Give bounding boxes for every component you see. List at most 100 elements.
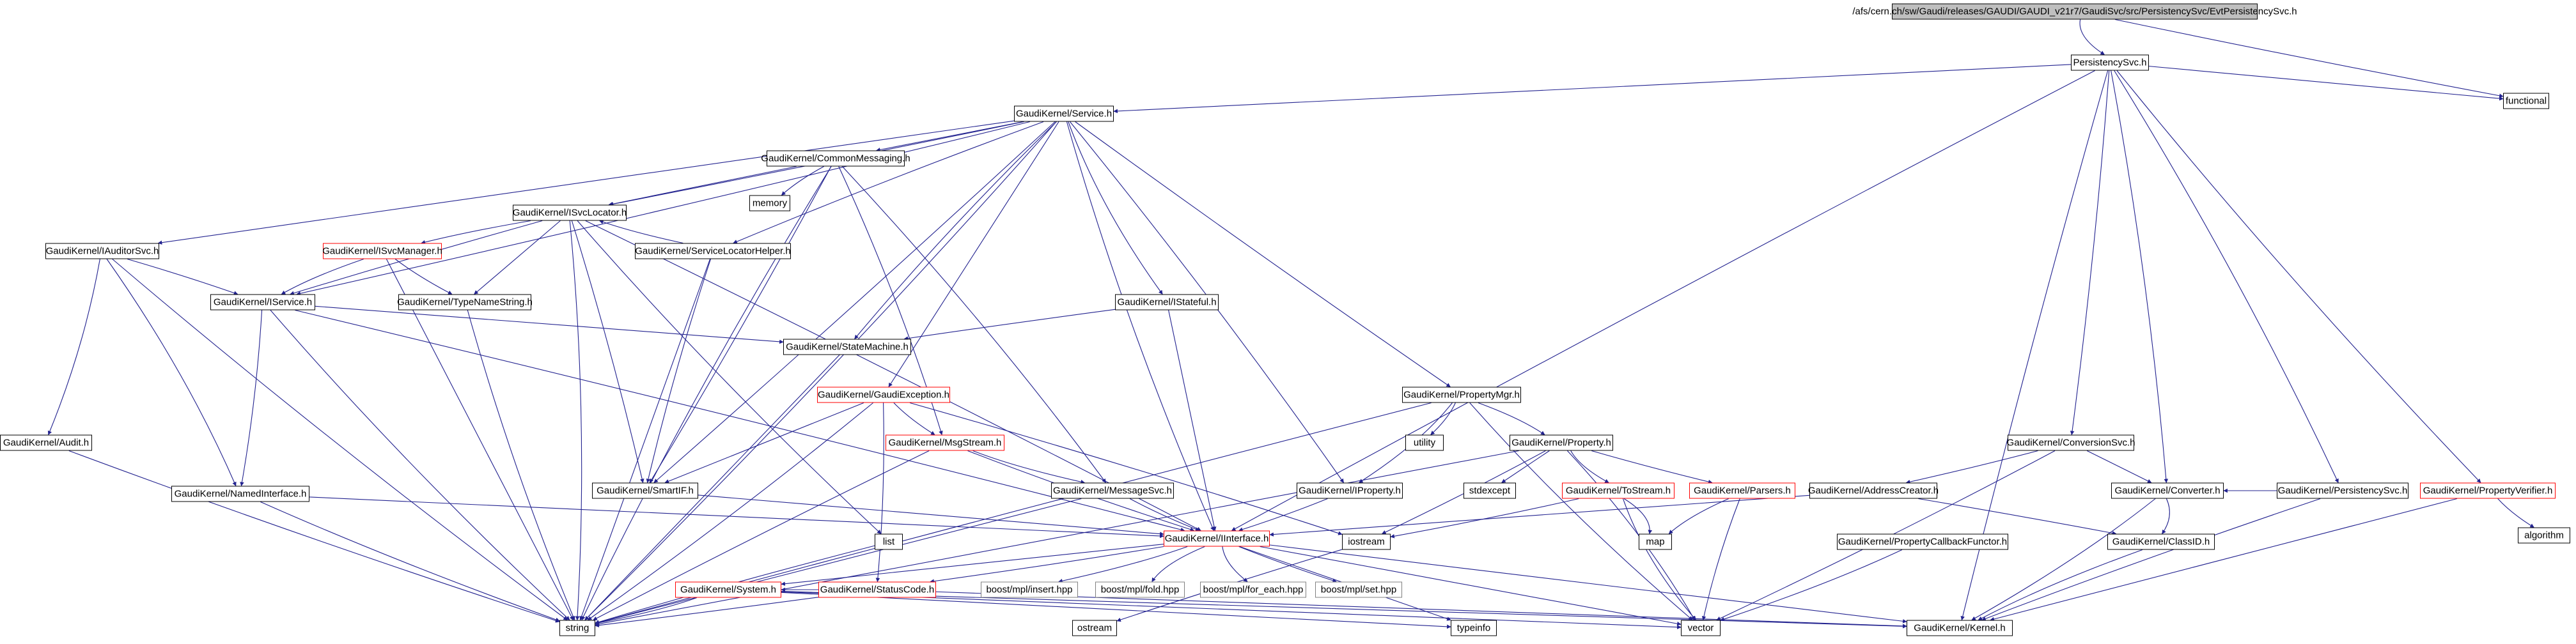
graph-edge (1151, 546, 1205, 583)
graph-edge (587, 402, 873, 620)
graph-edge (1231, 70, 2095, 531)
graph-edge (2079, 19, 2105, 55)
graph-node-statemachine[interactable]: GaudiKernel/StateMachine.h (783, 339, 911, 355)
graph-node-commonmessaging[interactable]: GaudiKernel/CommonMessaging.h (761, 150, 910, 167)
graph-edge (930, 546, 1164, 583)
graph-node-converter[interactable]: GaudiKernel/Converter.h (2111, 482, 2224, 499)
graph-node-ostream[interactable]: ostream (1072, 620, 1117, 636)
graph-edge (394, 259, 453, 295)
graph-edge (646, 259, 711, 484)
graph-edge (935, 591, 1907, 629)
graph-node-vector[interactable]: vector (1681, 620, 1721, 636)
graph-node-addresscreator[interactable]: GaudiKernel/AddressCreator.h (1808, 482, 1939, 499)
graph-node-smartif[interactable]: GaudiKernel/SmartIF.h (592, 482, 698, 499)
graph-edge (112, 259, 568, 620)
graph-node-audit_h[interactable]: GaudiKernel/Audit.h (0, 434, 92, 451)
graph-edge (888, 121, 1059, 388)
graph-node-map[interactable]: map (1639, 533, 1672, 550)
graph-node-string[interactable]: string (559, 620, 595, 636)
graph-node-typeinfo[interactable]: typeinfo (1451, 620, 1497, 636)
graph-edge (569, 220, 582, 621)
graph-node-mpl_fold[interactable]: boost/mpl/fold.hpp (1095, 581, 1185, 598)
graph-edge (2070, 70, 2110, 436)
graph-node-typenamestring[interactable]: GaudiKernel/TypeNameString.h (397, 294, 533, 310)
graph-node-isvcmanager[interactable]: GaudiKernel/ISvcManager.h (322, 243, 442, 259)
graph-node-stdexcept[interactable]: stdexcept (1464, 482, 1516, 499)
graph-node-mpl_set[interactable]: boost/mpl/set.hpp (1315, 581, 1402, 598)
graph-edge (2111, 70, 2169, 484)
graph-node-root[interactable]: /afs/cern.ch/sw/Gaudi/releases/GAUDI/GAU… (1852, 3, 2297, 20)
graph-edge (581, 166, 832, 621)
graph-edge (781, 591, 1907, 629)
graph-edge (1168, 310, 1217, 532)
graph-edge (653, 121, 1056, 483)
graph-node-list[interactable]: list (875, 533, 903, 550)
graph-edge (157, 120, 1015, 245)
graph-edge (2497, 498, 2534, 528)
graph-edge (876, 121, 1024, 152)
graph-edge (2114, 70, 2339, 484)
graph-node-persistencysvc[interactable]: PersistencySvc.h (2071, 54, 2149, 71)
graph-node-iostream[interactable]: iostream (1342, 533, 1391, 550)
graph-node-statuscode[interactable]: GaudiKernel/StatusCode.h (818, 581, 936, 598)
graph-edge (1058, 546, 1188, 583)
graph-edge (781, 544, 1164, 586)
graph-node-gaudiexception[interactable]: GaudiKernel/GaudiException.h (817, 387, 950, 403)
graph-node-servicelocatorhelper[interactable]: GaudiKernel/ServiceLocatorHelper.h (635, 243, 791, 259)
graph-node-conversionsvc[interactable]: GaudiKernel/ConversionSvc.h (2007, 434, 2135, 451)
graph-node-classid[interactable]: GaudiKernel/ClassID.h (2107, 533, 2215, 550)
graph-node-propertycallback[interactable]: GaudiKernel/PropertyCallbackFunctor.h (1837, 533, 2008, 550)
graph-node-iproperty[interactable]: GaudiKernel/IProperty.h (1297, 482, 1403, 499)
graph-node-msgstream[interactable]: GaudiKernel/MsgStream.h (886, 434, 1004, 451)
graph-edge (2086, 450, 2152, 483)
graph-edge (47, 259, 100, 436)
graph-edge (1113, 64, 2072, 114)
graph-node-messagesvc[interactable]: GaudiKernel/MessageSvc.h (1051, 482, 1174, 499)
graph-edge (1478, 402, 1545, 435)
graph-node-propertymgr[interactable]: GaudiKernel/PropertyMgr.h (1402, 387, 1521, 403)
graph-node-service_h[interactable]: GaudiKernel/Service.h (1014, 105, 1114, 122)
graph-edge (584, 355, 840, 620)
graph-edge (127, 258, 238, 295)
graph-edge (240, 310, 263, 487)
graph-node-kernel_h[interactable]: GaudiKernel/Kernel.h (1907, 620, 2013, 636)
graph-node-memory[interactable]: memory (749, 195, 790, 211)
graph-edge (664, 402, 864, 484)
graph-edge (1269, 494, 1810, 537)
graph-edge (1390, 498, 1579, 539)
graph-node-iauditorsvc[interactable]: GaudiKernel/IAuditorSvc.h (45, 243, 159, 259)
graph-edge (1720, 549, 1903, 622)
graph-node-mpl_foreach[interactable]: boost/mpl/for_each.hpp (1200, 581, 1306, 598)
graph-node-persistencysvc_h2[interactable]: GaudiKernel/PersistencySvc.h (2277, 482, 2408, 499)
graph-node-istateful[interactable]: GaudiKernel/IStateful.h (1115, 294, 1219, 310)
graph-edge (1430, 402, 1456, 435)
graph-edge (595, 498, 1082, 625)
graph-node-iservice[interactable]: GaudiKernel/IService.h (210, 294, 315, 310)
graph-node-mpl_insert[interactable]: boost/mpl/insert.hpp (981, 581, 1078, 598)
graph-node-system_h[interactable]: GaudiKernel/System.h (675, 581, 781, 598)
graph-edge (854, 121, 1057, 340)
graph-node-namedinterface[interactable]: GaudiKernel/NamedInterface.h (171, 486, 309, 502)
graph-edge (1501, 450, 1550, 483)
graph-edge (281, 258, 364, 295)
graph-node-iinterface[interactable]: GaudiKernel/IInterface.h (1164, 530, 1270, 547)
graph-edge (1981, 498, 2321, 621)
graph-edge (315, 305, 784, 344)
graph-node-propertyverifier[interactable]: GaudiKernel/PropertyVerifier.h (2420, 482, 2556, 499)
graph-edge (842, 166, 1107, 484)
graph-edge (1591, 450, 1713, 484)
graph-edge (2148, 66, 2504, 101)
graph-node-isvclocator[interactable]: GaudiKernel/ISvcLocator.h (513, 204, 627, 221)
graph-node-property_h[interactable]: GaudiKernel/Property.h (1510, 434, 1613, 451)
graph-node-algorithm[interactable]: algorithm (2518, 527, 2570, 544)
graph-node-utility[interactable]: utility (1405, 434, 1444, 451)
graph-edge (2114, 19, 2504, 98)
graph-node-functional[interactable]: functional (2503, 93, 2549, 109)
graph-edge (649, 166, 832, 484)
graph-node-tostream[interactable]: GaudiKernel/ToStream.h (1562, 482, 1674, 499)
graph-edge (893, 402, 935, 435)
graph-edge (1622, 498, 1696, 621)
graph-node-parsers[interactable]: GaudiKernel/Parsers.h (1689, 482, 1795, 499)
graph-edge (1918, 498, 2117, 535)
